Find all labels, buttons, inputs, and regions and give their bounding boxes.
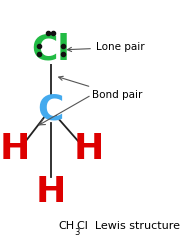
Text: H: H <box>35 175 66 209</box>
Text: H: H <box>0 132 30 166</box>
Text: Cl: Cl <box>31 33 70 67</box>
Text: Lone pair: Lone pair <box>67 42 144 52</box>
Text: C: C <box>37 92 64 126</box>
Text: H: H <box>74 132 104 166</box>
Text: Cl  Lewis structure: Cl Lewis structure <box>77 222 180 232</box>
Text: 3: 3 <box>75 228 80 237</box>
Text: CH: CH <box>58 222 75 232</box>
Text: Bond pair: Bond pair <box>59 76 142 100</box>
